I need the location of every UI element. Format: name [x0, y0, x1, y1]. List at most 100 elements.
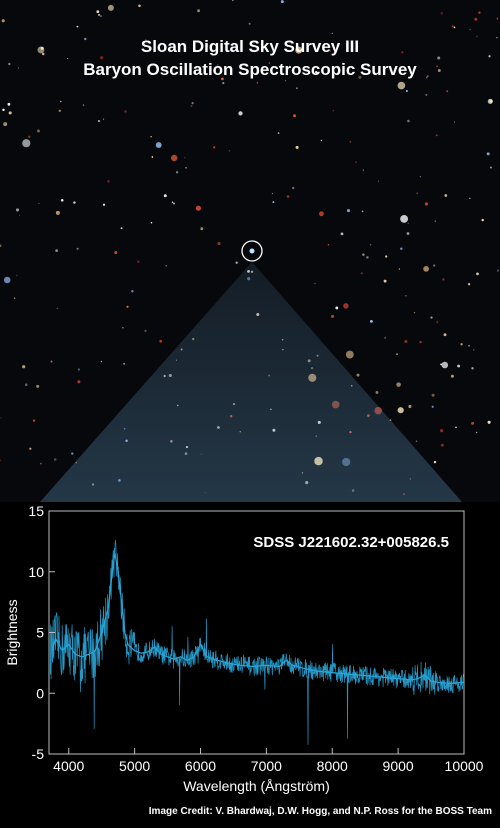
star	[385, 255, 388, 258]
star	[170, 154, 178, 162]
star	[496, 17, 499, 20]
star	[36, 384, 40, 388]
star	[405, 90, 408, 92]
star	[155, 142, 162, 148]
star	[356, 373, 360, 377]
survey-title-line2: Baryon Oscillation Spectroscopic Survey	[83, 60, 417, 79]
star	[362, 169, 364, 171]
star	[378, 180, 380, 182]
star	[53, 458, 57, 461]
star	[469, 197, 471, 200]
star	[343, 303, 349, 309]
star	[413, 311, 416, 314]
star	[419, 340, 422, 344]
star	[320, 139, 322, 142]
star	[2, 108, 5, 112]
star	[496, 269, 499, 272]
star	[165, 265, 168, 267]
star	[384, 337, 386, 339]
star	[84, 37, 87, 41]
star	[102, 203, 106, 206]
star	[76, 25, 79, 28]
star	[419, 176, 421, 178]
star	[355, 161, 357, 163]
star	[471, 421, 475, 425]
star	[437, 69, 441, 72]
star	[435, 134, 438, 137]
star	[8, 111, 12, 115]
star	[248, 22, 251, 25]
star	[217, 64, 219, 66]
star	[144, 329, 147, 333]
star	[159, 339, 162, 343]
y-tick-label: 10	[28, 564, 44, 580]
star	[423, 266, 429, 272]
x-tick-label: 10000	[445, 758, 484, 774]
star	[441, 361, 449, 369]
star	[0, 244, 2, 248]
star	[440, 12, 443, 15]
star	[471, 367, 474, 370]
star	[476, 272, 479, 276]
star	[268, 62, 271, 64]
star	[238, 111, 243, 116]
star	[453, 121, 456, 123]
star	[37, 129, 40, 133]
star	[77, 380, 81, 384]
star	[222, 82, 225, 85]
y-tick-label: 5	[36, 625, 44, 641]
star	[200, 227, 204, 231]
star	[107, 180, 110, 183]
star	[478, 11, 481, 14]
star	[197, 9, 201, 13]
star	[487, 420, 491, 424]
star	[55, 210, 60, 215]
star	[361, 210, 364, 213]
star	[67, 57, 69, 60]
star	[434, 220, 437, 222]
star	[0, 417, 2, 419]
star	[131, 289, 134, 293]
star	[332, 110, 334, 112]
star	[107, 4, 114, 11]
star	[468, 344, 471, 347]
star	[360, 272, 363, 275]
star	[400, 214, 409, 223]
y-tick-label: -5	[32, 746, 45, 762]
star	[256, 81, 259, 84]
star	[58, 109, 62, 113]
star	[205, 44, 209, 48]
star	[32, 419, 36, 422]
star	[163, 194, 167, 198]
star	[442, 278, 445, 281]
star	[150, 221, 153, 224]
star	[60, 100, 62, 103]
star	[16, 275, 18, 277]
star	[71, 452, 74, 455]
star	[444, 194, 448, 197]
star	[437, 56, 441, 60]
star	[228, 149, 231, 152]
star	[291, 186, 295, 190]
star	[396, 353, 398, 356]
star	[488, 55, 491, 58]
star	[15, 208, 20, 212]
star	[481, 218, 484, 222]
star	[40, 46, 44, 50]
sky-field	[0, 0, 499, 502]
star	[366, 256, 369, 259]
star	[191, 102, 194, 105]
star	[40, 462, 42, 465]
star	[137, 260, 140, 263]
star	[440, 443, 444, 447]
star	[415, 440, 418, 442]
star	[453, 26, 456, 29]
star	[102, 118, 105, 120]
star	[331, 32, 333, 35]
star	[77, 368, 80, 371]
star	[184, 157, 186, 159]
star	[171, 201, 174, 203]
star	[318, 211, 324, 217]
star	[345, 350, 354, 359]
star	[469, 28, 471, 31]
